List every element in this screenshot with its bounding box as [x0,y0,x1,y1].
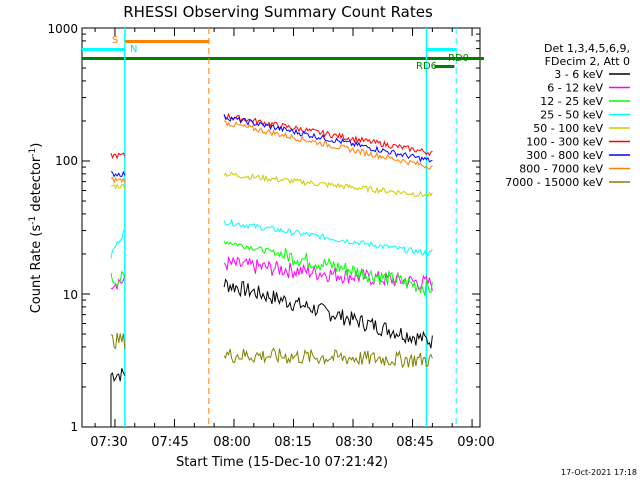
x-tick-label-0800: 08:00 [213,435,250,450]
x-tick-label-0730: 07:30 [90,435,127,450]
series-9 [110,332,433,369]
series-line [223,112,433,157]
series-line [110,183,126,190]
series-5 [110,171,433,198]
status-flags [82,28,484,427]
series-line [223,120,433,170]
night-bar [82,48,125,51]
y-axis-label: Count Rate (s-1 detector-1) [28,143,44,314]
legend-label: 100 - 300 keV [526,136,603,149]
rd0-flag-label: RD0 [448,53,469,64]
chart-title: RHESSI Observing Summary Count Rates [123,3,433,21]
legend-label: 6 - 12 keV [547,82,603,95]
x-tick-label-0900: 09:00 [457,435,494,450]
rd6-bar [434,65,455,68]
series-line [110,152,126,160]
x-tick-label-0815: 08:15 [274,435,311,450]
saa-flag-label: S [112,35,118,46]
x-tick-label-0745: 07:45 [151,435,188,450]
legend-label: 300 - 800 keV [526,149,603,162]
series-line [223,114,433,163]
night-flag-label: N [130,44,137,55]
y-tick-label-1000: 1000 [47,22,78,36]
saa-bar [124,40,209,43]
legend-label: 50 - 100 keV [533,122,603,135]
series-line [110,368,126,382]
legend: Det 1,3,4,5,6,9, FDecim 2, Att 0 3 - 6 k… [505,42,630,189]
y-tick-label-1: 1 [70,420,78,434]
legend-label: 800 - 7000 keV [519,163,603,176]
rd6-flag-label: RD6 [416,61,437,72]
y-tick-label-10: 10 [63,288,78,302]
series-1 [110,278,433,382]
legend-header-2: FDecim 2, Att 0 [545,55,630,68]
series-line [223,347,433,369]
series-line [223,278,433,349]
series-line [110,176,126,184]
x-axis-label: Start Time (15-Dec-10 07:21:42) [176,455,388,470]
series-8 [110,120,433,184]
series-line [223,240,433,296]
legend-label: 25 - 50 keV [540,109,603,122]
series-line [110,228,126,259]
timestamp: 17-Oct-2021 17:18 [561,468,637,477]
series-line [110,170,126,178]
rd0-bar [82,57,484,60]
series-line [223,171,433,198]
series-line [110,332,126,350]
series-group [110,112,433,382]
legend-label: 7000 - 15000 keV [505,176,603,189]
series-7 [110,114,433,178]
x-tick-label-0845: 08:45 [396,435,433,450]
series-3 [110,240,433,296]
legend-label: 12 - 25 keV [540,95,603,108]
plot-frame [81,27,481,428]
axis-ticks [82,28,480,428]
series-6 [110,112,433,160]
night-bar [426,48,457,51]
legend-header-1: Det 1,3,4,5,6,9, [544,42,630,55]
series-line [110,270,126,289]
legend-label: 3 - 6 keV [554,68,603,81]
series-line [223,218,433,257]
x-tick-label-0830: 08:30 [335,435,372,450]
series-4 [110,218,433,259]
y-tick-label-100: 100 [55,154,78,168]
